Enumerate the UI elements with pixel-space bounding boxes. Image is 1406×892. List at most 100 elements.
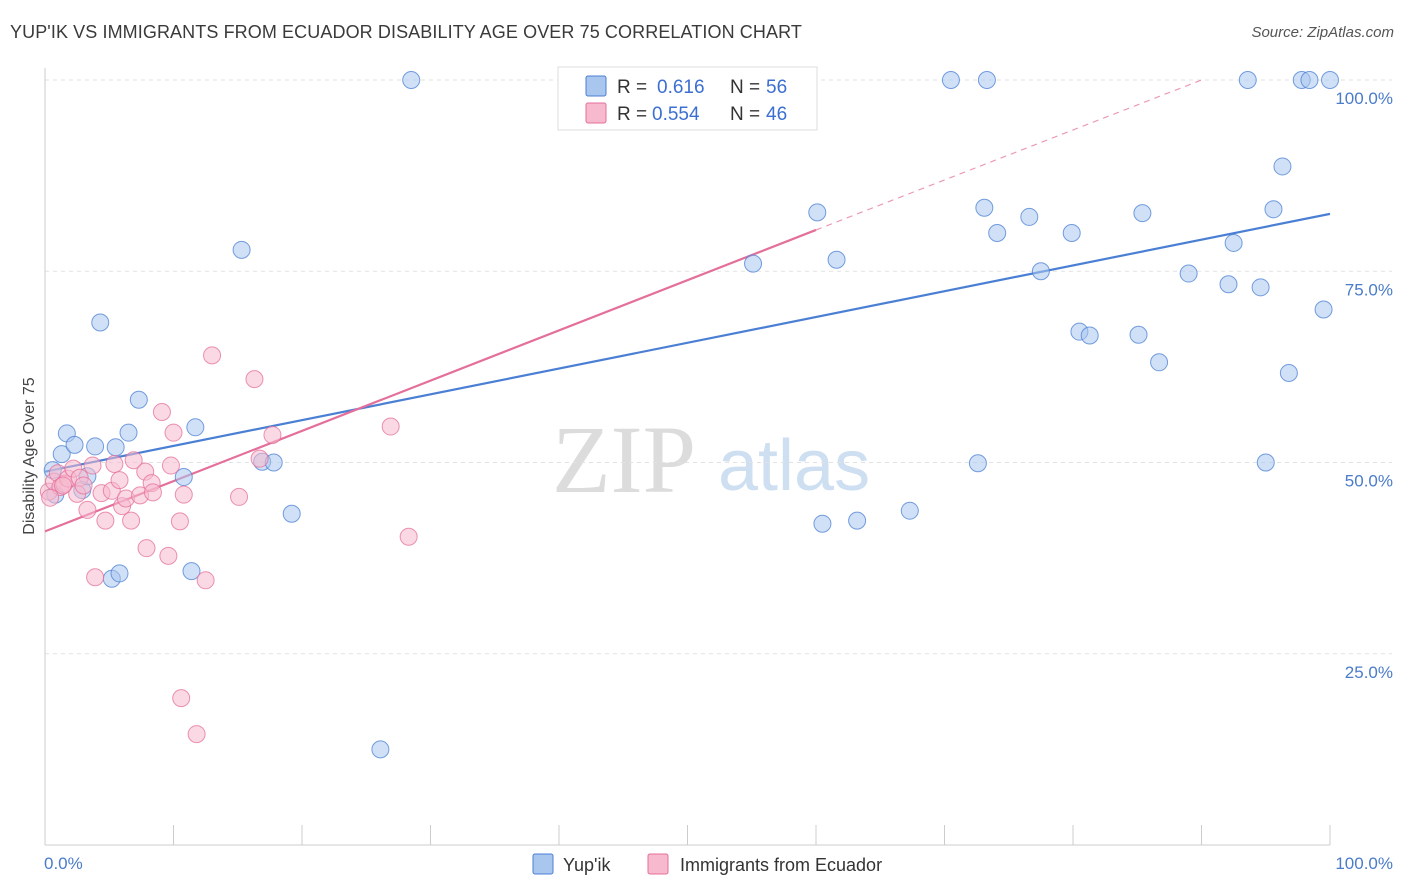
yupik-point-35 [1020,207,1039,226]
yupik-point-47 [1251,278,1270,297]
x-tick-label-max: 100.0% [1335,854,1393,873]
yupik-point-54 [1321,71,1339,89]
yupik-point-14 [186,418,205,437]
ecuador-trend-line [44,228,817,533]
ecuador-point-31 [170,512,189,531]
yupik-point-36 [1031,262,1050,281]
ecuador-point-30 [164,423,183,442]
ecuador-point-38 [245,370,264,389]
ecuador-point-9 [74,476,93,495]
yupik-point-22 [402,71,421,89]
watermark-zip: ZIP [552,406,696,513]
y-tick-label-1: 50.0% [1345,472,1393,491]
yupik-point-48 [1256,453,1275,472]
stats-legend: R = 0.616 N = 56 R = 0.554 N = 46 [557,66,818,131]
ecuador-point-37 [230,487,249,506]
ecuador-point-41 [381,417,400,436]
yupik-point-44 [1219,275,1238,294]
yupik-point-39 [1080,326,1099,345]
yupik-point-43 [1179,264,1198,283]
y-tick-label-3: 100.0% [1335,89,1393,108]
ecuador-point-32 [172,689,191,708]
yupik-point-51 [1279,363,1298,382]
legend-n-value-1: 46 [766,104,787,125]
yupik-point-17 [232,240,251,259]
series-legend: Yup'ik Immigrants from Ecuador [532,853,882,875]
ecuador-point-28 [159,546,178,565]
yupik-point-26 [813,514,832,533]
yupik-point-30 [941,71,960,89]
chart-title: YUP'IK VS IMMIGRANTS FROM ECUADOR DISABI… [10,22,802,42]
yupik-point-32 [977,71,996,89]
yupik-point-12 [119,423,138,442]
y-tick-label-0: 25.0% [1345,663,1393,682]
series-legend-label-yupik: Yup'ik [563,855,611,875]
watermark-atlas: atlas [718,426,870,506]
trend-lines [44,79,1331,533]
legend-n-label-0: N = [730,77,760,98]
yupik-point-11 [110,564,129,583]
ecuador-point-36 [203,346,222,365]
axes [44,68,1331,846]
ecuador-point-14 [96,511,115,530]
yupik-point-33 [975,198,994,217]
legend-r-value-0: 0.616 [657,77,705,98]
yupik-point-40 [1129,325,1148,344]
yupik-point-55 [1314,300,1333,319]
ecuador-point-42 [399,527,418,546]
ecuador-point-44 [41,488,60,507]
yupik-point-31 [968,454,987,473]
ecuador-point-39 [250,449,269,468]
legend-swatch-blue [585,75,607,97]
yupik-point-29 [900,501,919,520]
legend-swatch-pink [585,102,607,124]
ecuador-point-10 [78,500,97,519]
ecuador-point-26 [143,483,162,502]
ecuador-point-29 [161,456,180,475]
ecuador-point-17 [110,471,129,490]
ecuador-point-34 [187,725,206,744]
y-axis-label: Disability Age Over 75 [21,377,38,535]
yupik-point-28 [848,511,867,530]
ecuador-point-16 [105,455,124,474]
yupik-point-25 [808,203,827,222]
grid-lines [45,79,1392,655]
ecuador-point-35 [196,571,215,590]
yupik-point-49 [1264,200,1283,219]
yupik-point-46 [1238,71,1257,89]
yupik-point-34 [988,224,1007,242]
yupik-point-45 [1224,233,1243,252]
legend-r-label-1: R = [617,104,647,125]
y-tick-label-2: 75.0% [1345,280,1393,299]
yupik-point-8 [91,313,110,332]
yupik-point-42 [1150,353,1169,372]
yupik-trend-line [44,212,1331,473]
yupik-point-15 [174,468,193,487]
ecuador-point-12 [86,568,105,587]
legend-n-label-1: N = [730,104,760,125]
yupik-point-10 [106,438,125,457]
series-legend-label-ecuador: Immigrants from Ecuador [680,855,882,875]
y-tick-labels: 25.0% 50.0% 75.0% 100.0% [1335,89,1393,682]
yupik-point-50 [1273,157,1292,176]
yupik-point-7 [86,437,105,456]
series-legend-swatch-yupik [532,853,554,875]
yupik-point-27 [827,250,846,269]
legend-n-value-0: 56 [766,77,787,98]
ecuador-point-33 [174,485,193,504]
ecuador-point-11 [83,456,102,475]
yupik-point-13 [129,390,148,409]
ecuador-point-40 [263,425,282,444]
yupik-point-53 [1300,71,1319,89]
ecuador-point-27 [152,403,171,422]
source-label: Source: ZipAtlas.com [1251,24,1394,41]
data-points [39,71,1339,759]
yupik-point-23 [744,254,763,273]
ecuador-trend-extension [815,79,1202,231]
yupik-point-16 [182,562,201,581]
series-legend-swatch-ecuador [647,853,669,875]
ecuador-point-45 [53,476,72,495]
yupik-point-21 [371,740,390,759]
yupik-point-2 [52,445,71,464]
